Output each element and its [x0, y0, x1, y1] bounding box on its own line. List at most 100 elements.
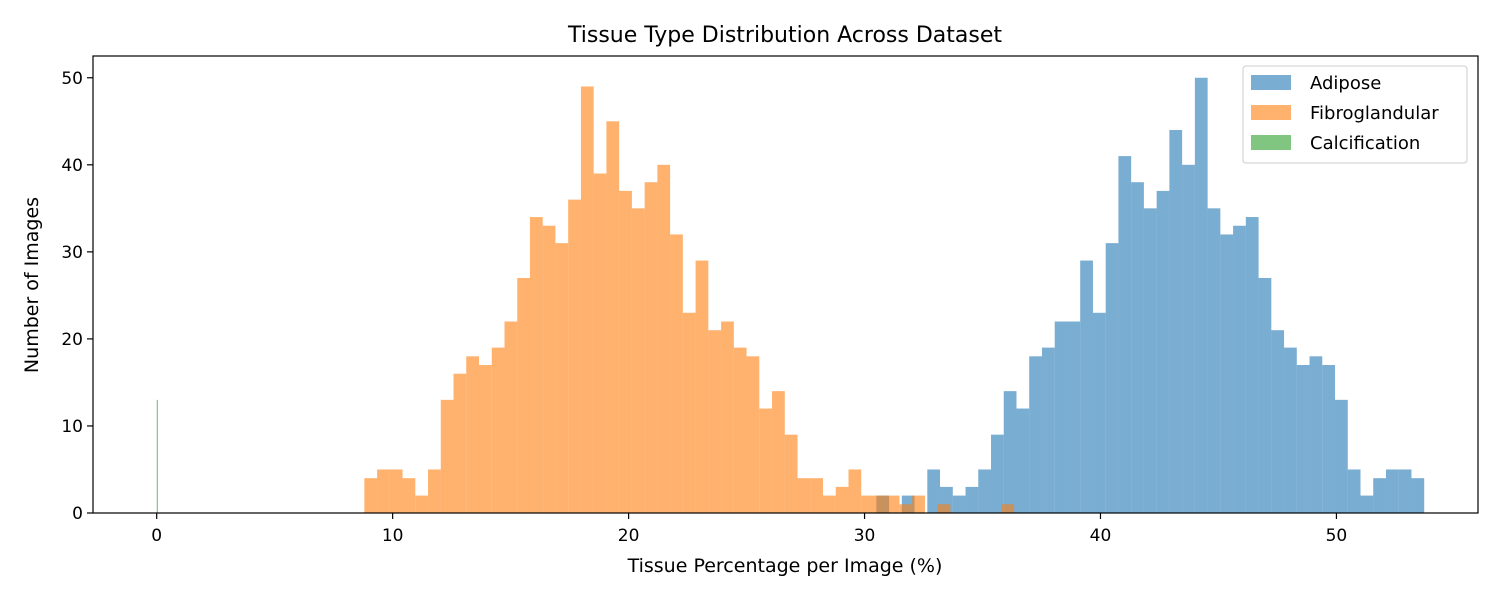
bar-adipose — [1245, 217, 1259, 514]
bar-adipose — [965, 486, 979, 513]
y-tick-label: 30 — [61, 243, 83, 263]
bar-fibroglandular — [797, 478, 811, 513]
bar-adipose — [1016, 408, 1030, 513]
x-tick-label: 30 — [854, 526, 876, 546]
bar-fibroglandular — [491, 347, 505, 513]
bar-fibroglandular — [810, 478, 824, 513]
bar-fibroglandular — [682, 312, 696, 513]
bar-fibroglandular — [861, 495, 874, 513]
bar-fibroglandular — [708, 330, 722, 513]
bar-adipose — [1335, 399, 1348, 513]
bar-fibroglandular — [568, 199, 581, 513]
bar-fibroglandular — [657, 164, 671, 513]
bar-fibroglandular — [529, 217, 543, 514]
bar-adipose — [1271, 330, 1285, 513]
bar-adipose — [1220, 234, 1234, 513]
bar-adipose — [1360, 495, 1374, 513]
bar-adipose — [991, 434, 1004, 513]
bar-fibroglandular — [517, 277, 530, 513]
y-tick-label: 40 — [61, 156, 83, 176]
bar-fibroglandular — [428, 469, 441, 513]
legend: Adipose Fibroglandular Calcification — [1242, 65, 1468, 164]
bar-fibroglandular — [733, 347, 747, 513]
bar-fibroglandular — [466, 356, 480, 513]
bar-adipose — [1054, 321, 1068, 513]
bar-adipose — [1080, 260, 1093, 513]
bar-fibroglandular — [364, 478, 378, 513]
legend-label-adipose: Adipose — [1310, 73, 1381, 94]
bar-fibroglandular — [479, 365, 492, 513]
bar-fibroglandular — [823, 495, 836, 513]
bar-fibroglandular — [453, 373, 467, 513]
x-tick-label: 50 — [1326, 526, 1348, 546]
bar-adipose — [1373, 478, 1386, 513]
bar-fibroglandular — [721, 321, 734, 513]
bar-adipose — [1322, 365, 1336, 513]
bar-fibroglandular — [1001, 504, 1015, 513]
bar-adipose — [1207, 208, 1221, 513]
bar-adipose — [1347, 469, 1361, 513]
bar-adipose — [1411, 478, 1425, 513]
chart-title: Tissue Type Distribution Across Dataset — [567, 23, 1002, 48]
bar-adipose — [978, 469, 992, 513]
bar-fibroglandular — [899, 504, 913, 513]
bar-adipose — [1296, 365, 1310, 513]
bar-fibroglandular — [415, 495, 429, 513]
bar-fibroglandular — [784, 434, 798, 513]
bar-fibroglandular — [619, 190, 632, 514]
bar-adipose — [1131, 182, 1144, 513]
bar-adipose — [1385, 469, 1399, 513]
bar-fibroglandular — [886, 495, 900, 513]
y-axis-ticks: 0 10 20 30 40 50 — [61, 69, 93, 524]
bar-adipose — [1182, 164, 1195, 513]
bar-fibroglandular — [848, 469, 862, 513]
legend-swatch-calcification — [1251, 135, 1291, 150]
bar-fibroglandular — [440, 399, 454, 513]
x-tick-label: 40 — [1090, 526, 1112, 546]
bar-adipose — [1284, 347, 1297, 513]
bar-adipose — [1067, 321, 1081, 513]
bar-fibroglandular — [835, 486, 849, 513]
bar-fibroglandular — [670, 234, 683, 513]
plot-frame — [92, 55, 1479, 514]
x-tick-label: 20 — [618, 526, 640, 546]
bar-fibroglandular — [580, 86, 594, 513]
bar-fibroglandular — [631, 208, 645, 513]
bar-fibroglandular — [695, 260, 709, 513]
bar-fibroglandular — [504, 321, 518, 513]
bar-fibroglandular — [593, 173, 607, 513]
bar-adipose — [1169, 129, 1183, 514]
bar-adipose — [1003, 391, 1017, 513]
y-tick-label: 20 — [61, 330, 83, 350]
bar-fibroglandular — [759, 408, 773, 513]
bar-adipose — [1156, 190, 1170, 514]
x-axis-ticks: 0 10 20 30 40 50 — [151, 513, 1347, 546]
bar-adipose — [1105, 243, 1119, 513]
bar-adipose — [1143, 208, 1157, 513]
legend-label-calcification: Calcification — [1310, 133, 1420, 154]
bar-fibroglandular — [402, 478, 416, 513]
bar-fibroglandular — [746, 356, 760, 513]
y-tick-label: 50 — [61, 69, 83, 89]
x-tick-label: 0 — [151, 526, 162, 546]
legend-swatch-adipose — [1251, 75, 1291, 90]
bar-adipose — [1233, 225, 1246, 514]
x-tick-label: 10 — [382, 526, 404, 546]
bar-adipose — [927, 469, 941, 513]
bar-fibroglandular — [912, 495, 925, 513]
bar-adipose — [1309, 356, 1323, 513]
legend-swatch-fibroglandular — [1251, 105, 1291, 120]
bar-fibroglandular — [644, 182, 658, 513]
bar-fibroglandular — [772, 391, 785, 513]
y-axis-label: Number of Images — [21, 197, 43, 373]
bar-adipose — [1258, 277, 1272, 513]
bars-layer — [156, 77, 1425, 514]
bar-fibroglandular — [555, 243, 569, 513]
bar-fibroglandular — [873, 495, 887, 513]
bar-adipose — [1398, 469, 1412, 513]
series-fibroglandular — [364, 86, 1015, 514]
bar-adipose — [952, 495, 966, 513]
series-adipose — [876, 77, 1425, 514]
